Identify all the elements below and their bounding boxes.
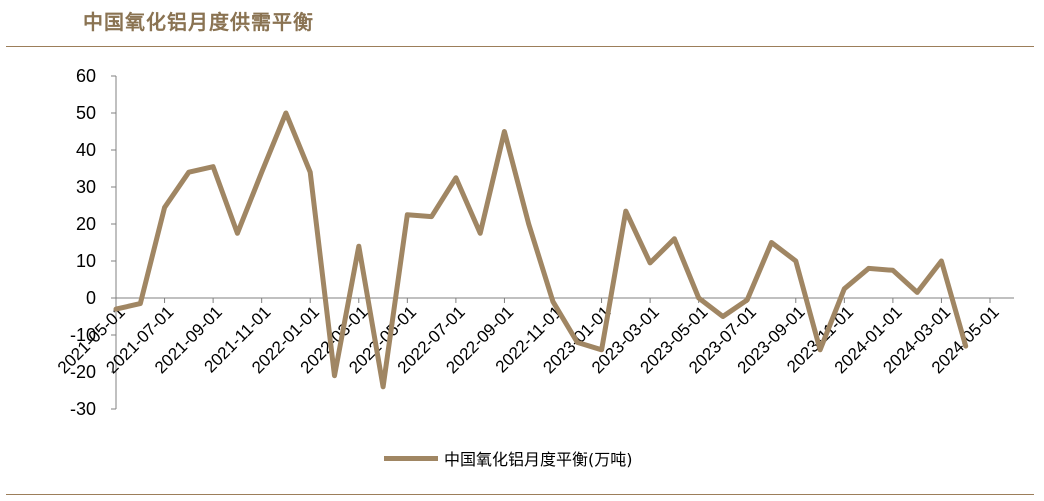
y-tick-label: 60 [76,66,96,86]
series-line [113,110,969,390]
y-tick-label: -30 [70,399,96,419]
y-tick-label: 50 [76,103,96,123]
bottom-divider [6,494,1034,495]
y-tick-label: 10 [76,251,96,271]
y-axis: -30 -20 -10 0 10 20 30 40 50 60 [70,66,117,419]
y-tick-label: 0 [86,288,96,308]
page-title: 中国氧化铝月度供需平衡 [83,10,314,34]
series-group [113,110,969,390]
y-tick-label: -20 [70,362,96,382]
legend-label: 中国氧化铝月度平衡(万吨) [444,450,633,469]
y-tick-label: 20 [76,214,96,234]
legend: 中国氧化铝月度平衡(万吨) [384,445,633,471]
x-axis: 2021-05-012021-07-012021-09-012021-11-01… [54,297,1014,377]
y-tick-label: -10 [70,325,96,345]
top-divider [6,46,1034,47]
y-tick-label: 40 [76,140,96,160]
y-tick-label: 30 [76,177,96,197]
legend-swatch [384,455,438,461]
